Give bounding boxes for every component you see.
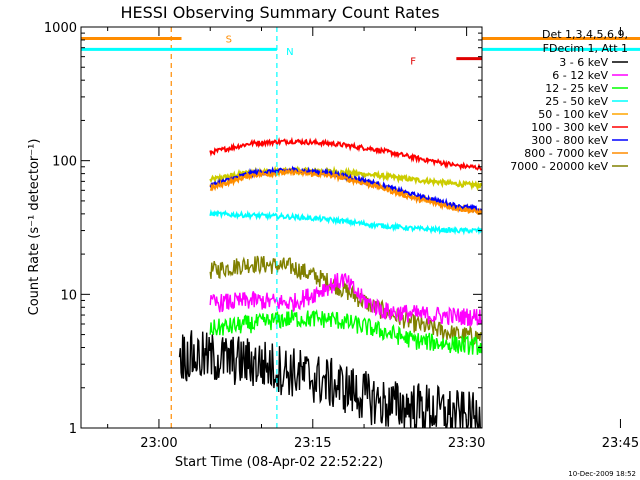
series-line-3 (209, 209, 482, 236)
series-line-8 (209, 255, 482, 345)
plot-frame (80, 26, 483, 429)
x-tick-label-1: 23:15 (294, 436, 331, 451)
legend-label-7: 800 - 7000 keV (524, 147, 608, 160)
legend-label-8: 7000 - 20000 keV (510, 160, 608, 173)
flag-label-S: S (226, 35, 232, 46)
legend-label-2: 12 - 25 keV (545, 82, 608, 95)
timestamp: 10-Dec-2009 18:52 (568, 470, 636, 478)
series-line-7 (209, 168, 482, 215)
flag-label-N: N (286, 47, 293, 58)
y-tick-label-3: 1000 (44, 21, 77, 36)
x-tick-label-2: 23:30 (448, 436, 485, 451)
series-line-5 (209, 136, 482, 171)
legend-label-0: 3 - 6 keV (559, 56, 608, 69)
y-tick-label-0: 1 (69, 422, 77, 437)
y-tick-label-1: 10 (60, 288, 77, 303)
legend-label-5: 100 - 300 keV (531, 121, 608, 134)
legend-header-0: Det 1,3,4,5,6,9, (542, 28, 628, 41)
legend-label-3: 25 - 50 keV (545, 95, 608, 108)
series-line-2 (209, 308, 482, 355)
y-axis-label: Count Rate (s⁻¹ detector⁻¹) (27, 139, 42, 316)
series-line-0 (178, 330, 482, 428)
legend-label-6: 300 - 800 keV (531, 134, 608, 147)
x-tick-label-0: 23:00 (140, 436, 177, 451)
x-axis-label: Start Time (08-Apr-02 22:52:22) (175, 455, 383, 470)
x-tick-label-3: 23:45 (602, 436, 639, 451)
legend-header-1: FDecim 1, Att 1 (543, 42, 628, 55)
y-tick-label-2: 100 (52, 155, 77, 170)
legend-label-1: 6 - 12 keV (552, 69, 608, 82)
chart-title: HESSI Observing Summary Count Rates (120, 3, 439, 22)
series-line-1 (209, 272, 482, 328)
legend-label-4: 50 - 100 keV (538, 108, 608, 121)
flag-label-F: F (410, 57, 416, 68)
